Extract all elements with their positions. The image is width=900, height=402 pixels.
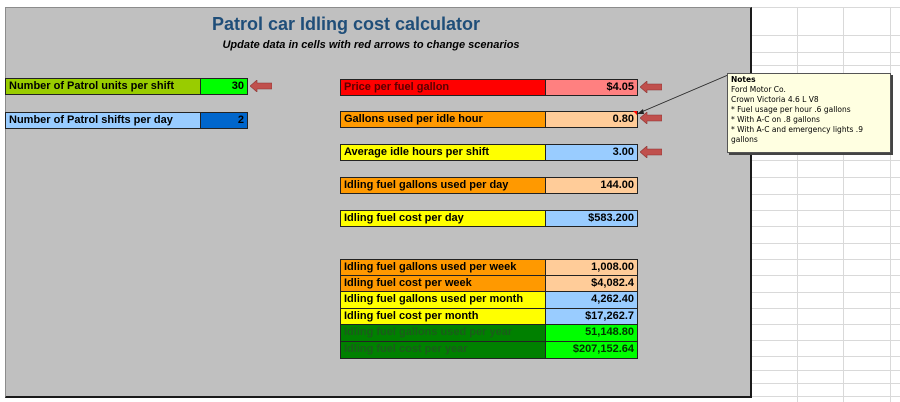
note-line: * With A-C on .8 gallons	[731, 115, 820, 124]
fuel-price-label: Price per fuel gallon	[340, 79, 546, 96]
grid-row-line	[751, 340, 900, 341]
grid-column-line	[797, 7, 798, 402]
grid-row-line	[751, 383, 900, 384]
red-left-arrow-icon	[250, 80, 272, 92]
grid-row-line	[751, 243, 900, 244]
table-row-label: Idling fuel gallons used per month	[340, 291, 546, 309]
note-line: * With A-C and emergency lights .9 gallo…	[731, 125, 863, 144]
grid-row-line	[751, 177, 900, 178]
grid-row-line	[751, 35, 900, 36]
table-row-label: Idling fuel cost per month	[340, 308, 546, 325]
red-left-arrow-icon	[640, 112, 662, 124]
page-title: Patrol car Idling cost calculator	[211, 14, 481, 34]
gallons-per-day-label: Idling fuel gallons used per day	[340, 177, 546, 194]
grid-row-line	[751, 160, 900, 161]
grid-column-line	[843, 7, 844, 402]
grid-row-line	[751, 275, 900, 276]
gallons-per-hour-input[interactable]: 0.80	[545, 111, 638, 128]
red-left-arrow-icon	[640, 146, 662, 158]
grid-row-line	[751, 226, 900, 227]
grid-row-line	[751, 65, 900, 66]
grid-row-line	[751, 7, 900, 8]
cell-comment-note: Notes Ford Motor Co. Crown Victoria 4.6 …	[727, 73, 891, 153]
table-row-label: Idling fuel cost per year	[340, 341, 546, 359]
patrol-shifts-input[interactable]: 2	[200, 112, 248, 129]
table-row-label: Idling fuel gallons used per week	[340, 259, 546, 276]
patrol-shifts-label: Number of Patrol shifts per day	[5, 112, 201, 129]
fuel-price-input[interactable]: $4.05	[545, 79, 638, 96]
table-row-label: Idling fuel gallons used per year	[340, 324, 546, 342]
grid-row-line	[751, 292, 900, 293]
gallons-per-day-value: 144.00	[545, 177, 638, 194]
grid-row-line	[751, 356, 900, 357]
red-left-arrow-icon	[640, 81, 662, 93]
note-line: * Fuel usage per hour .6 gallons	[731, 105, 851, 114]
note-title: Notes	[731, 75, 756, 84]
table-row-value: 4,262.40	[545, 291, 638, 309]
table-row-value: 1,008.00	[545, 259, 638, 276]
table-row-value: $4,082.4	[545, 275, 638, 292]
grid-column-line	[890, 7, 891, 402]
cost-per-day-label: Idling fuel cost per day	[340, 210, 546, 227]
grid-row-line	[751, 324, 900, 325]
table-row-label: Idling fuel cost per week	[340, 275, 546, 292]
grid-row-line	[751, 370, 900, 371]
table-row-value: $17,262.7	[545, 308, 638, 325]
grid-row-line	[751, 308, 900, 309]
idle-hours-input[interactable]: 3.00	[545, 144, 638, 161]
grid-row-line	[751, 194, 900, 195]
cost-per-day-value: $583.200	[545, 210, 638, 227]
idle-hours-label: Average idle hours per shift	[340, 144, 546, 161]
spreadsheet-grid	[751, 7, 900, 402]
grid-row-line	[751, 52, 900, 53]
page-subtitle: Update data in cells with red arrows to …	[222, 39, 520, 51]
patrol-units-input[interactable]: 30	[200, 78, 248, 95]
grid-row-line	[751, 210, 900, 211]
gallons-per-hour-label: Gallons used per idle hour	[340, 111, 546, 128]
note-line: Crown Victoria 4.6 L V8	[731, 95, 819, 104]
grid-row-line	[751, 259, 900, 260]
note-line: Ford Motor Co.	[731, 85, 786, 94]
grid-row-line	[751, 396, 900, 397]
table-row-value: $207,152.64	[545, 341, 638, 359]
table-row-value: 51,148.80	[545, 324, 638, 342]
patrol-units-label: Number of Patrol units per shift	[5, 78, 201, 95]
